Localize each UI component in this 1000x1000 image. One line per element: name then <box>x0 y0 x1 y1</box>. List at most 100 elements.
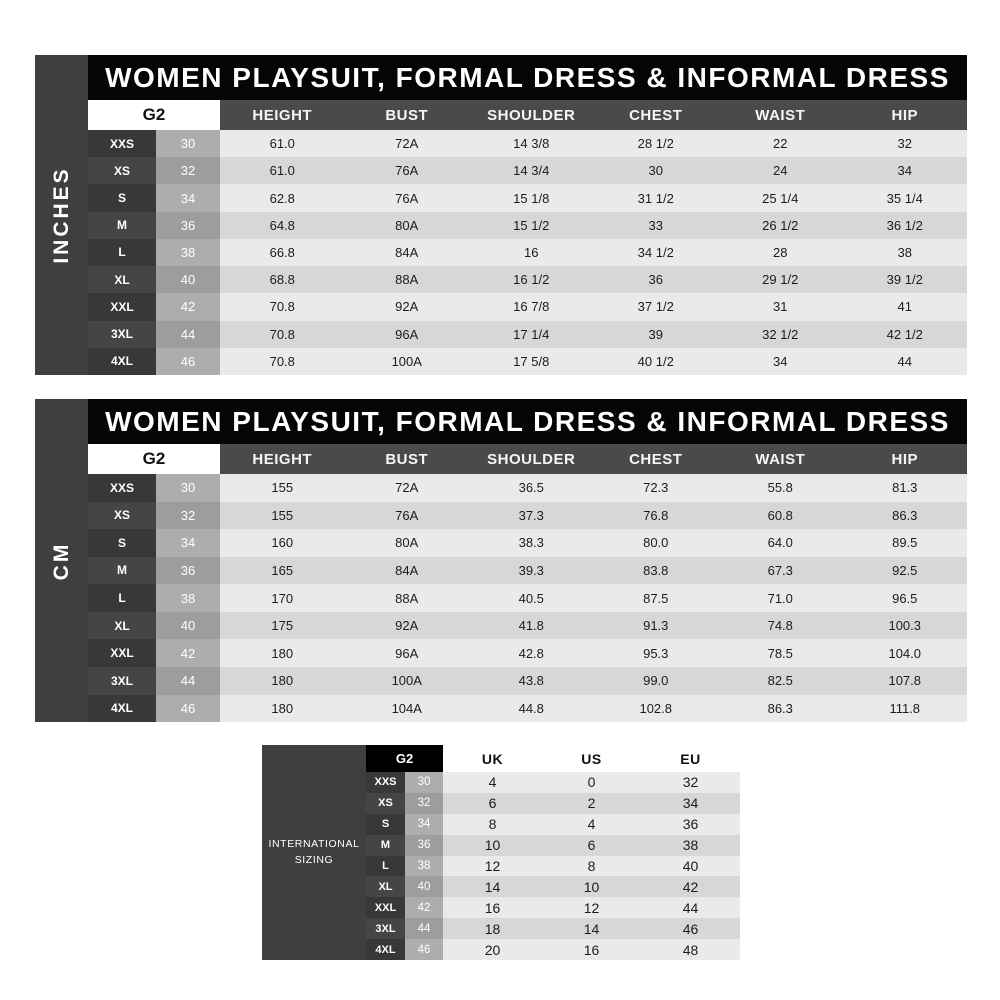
data-cell: 96A <box>344 320 469 348</box>
g2-number-cell: 32 <box>405 792 443 814</box>
data-cell: 70.8 <box>220 347 345 375</box>
table-row-m: M 36 10 6 38 <box>366 834 740 856</box>
g2-header-cell: G2 <box>88 444 220 474</box>
table-row-s: S 34 62.8 76A 15 1/8 31 1/2 25 1/4 35 1/4 <box>88 184 967 212</box>
data-cell: 76.8 <box>593 501 718 530</box>
g2-number-cell: 30 <box>405 772 443 793</box>
table-row-xxl: XXL 42 70.8 92A 16 7/8 37 1/2 31 41 <box>88 293 967 321</box>
size-label-cell: XXS <box>88 130 156 158</box>
table-row-xs: XS 32 61.0 76A 14 3/4 30 24 34 <box>88 157 967 185</box>
table-row-xl: XL 40 68.8 88A 16 1/2 36 29 1/2 39 1/2 <box>88 266 967 294</box>
column-headers: HEIGHT BUST SHOULDER CHEST WAIST HIP <box>220 444 967 474</box>
data-cell: 180 <box>220 639 345 667</box>
cm-size-table: CM WOMEN PLAYSUIT, FORMAL DRESS & INFORM… <box>35 399 967 723</box>
data-cell: 64.0 <box>718 529 843 557</box>
size-label-cell: 3XL <box>88 666 156 695</box>
table-row-l: L 38 170 88A 40.5 87.5 71.0 96.5 <box>88 584 967 612</box>
size-label-cell: L <box>88 238 156 267</box>
data-cell: 40 1/2 <box>593 347 718 375</box>
size-label-cell: XXL <box>88 293 156 321</box>
column-header-shoulder: SHOULDER <box>469 444 594 474</box>
table-row-3xl: 3XL 44 70.8 96A 17 1/4 39 32 1/2 42 1/2 <box>88 320 967 348</box>
table-row-3xl: 3XL 44 180 100A 43.8 99.0 82.5 107.8 <box>88 666 967 695</box>
table-rows: XXS 30 61.0 72A 14 3/8 28 1/2 22 32 XS 32 61.0 76A 1… <box>88 130 967 375</box>
data-cell: 39 1/2 <box>842 266 967 294</box>
size-label-cell: XS <box>88 501 156 530</box>
table-rows: XXS 30 155 72A 36.5 72.3 55.8 81.3 XS 32 155 76A 37.… <box>88 474 967 723</box>
data-cell: 72.3 <box>593 474 718 502</box>
size-label-cell: XL <box>88 611 156 640</box>
data-cell: 82.5 <box>718 666 843 695</box>
table-row-l: L 38 12 8 40 <box>366 855 740 877</box>
international-sizing-label: INTERNATIONAL SIZING <box>262 836 366 870</box>
data-cell: 10 <box>542 876 641 898</box>
g2-number-cell: 38 <box>405 855 443 877</box>
data-cell: 55.8 <box>718 474 843 502</box>
column-header-bust: BUST <box>344 100 469 130</box>
data-cell: 43.8 <box>469 666 594 695</box>
data-cell: 37 1/2 <box>593 293 718 321</box>
data-cell: 155 <box>220 474 345 502</box>
data-cell: 12 <box>443 855 542 877</box>
table-row-xs: XS 32 155 76A 37.3 76.8 60.8 86.3 <box>88 501 967 530</box>
data-cell: 16 <box>443 897 542 919</box>
data-cell: 20 <box>443 939 542 961</box>
size-label-cell: 4XL <box>88 694 156 723</box>
inches-table-body: WOMEN PLAYSUIT, FORMAL DRESS & INFORMAL … <box>88 55 967 375</box>
data-cell: 4 <box>443 772 542 793</box>
size-label-cell: 3XL <box>88 320 156 348</box>
international-label-line2: SIZING <box>294 854 334 867</box>
data-cell: 91.3 <box>593 611 718 640</box>
data-cell: 96.5 <box>842 584 967 612</box>
data-cell: 29 1/2 <box>718 266 843 294</box>
data-cell: 70.8 <box>220 293 345 321</box>
data-cell: 80.0 <box>593 529 718 557</box>
data-cell: 165 <box>220 556 345 585</box>
data-cell: 175 <box>220 611 345 640</box>
data-cell: 92A <box>344 293 469 321</box>
data-cell: 14 <box>443 876 542 898</box>
size-label-cell: XL <box>88 266 156 294</box>
g2-number-cell: 46 <box>156 347 220 375</box>
data-cell: 16 <box>469 238 594 267</box>
data-cell: 17 1/4 <box>469 320 594 348</box>
data-cell: 26 1/2 <box>718 211 843 239</box>
data-cell: 72A <box>344 130 469 158</box>
data-cell: 16 1/2 <box>469 266 594 294</box>
g2-number-cell: 46 <box>156 694 220 723</box>
data-cell: 87.5 <box>593 584 718 612</box>
data-cell: 25 1/4 <box>718 184 843 212</box>
data-cell: 96A <box>344 639 469 667</box>
cm-side-banner: CM <box>35 399 88 722</box>
international-label-line1: INTERNATIONAL <box>268 837 360 850</box>
international-sizing-table: INTERNATIONAL SIZING G2 UK US EU XXS 30 4 0 32… <box>262 745 740 961</box>
data-cell: 92.5 <box>842 556 967 585</box>
g2-number-cell: 40 <box>405 876 443 898</box>
g2-number-cell: 34 <box>405 813 443 835</box>
size-label-cell: XXS <box>88 474 156 502</box>
inches-side-banner: INCHES <box>35 55 88 375</box>
column-header-bust: BUST <box>344 444 469 474</box>
data-cell: 42.8 <box>469 639 594 667</box>
column-header-eu: EU <box>680 750 701 767</box>
column-header-hip: HIP <box>842 444 967 474</box>
data-cell: 36 1/2 <box>842 211 967 239</box>
data-cell: 46 <box>641 918 740 940</box>
size-label-cell: XS <box>88 157 156 185</box>
data-cell: 32 <box>641 772 740 793</box>
table-row-s: S 34 160 80A 38.3 80.0 64.0 89.5 <box>88 529 967 557</box>
data-cell: 34 <box>641 792 740 814</box>
data-cell: 86.3 <box>842 501 967 530</box>
size-label-cell: S <box>88 529 156 557</box>
data-cell: 48 <box>641 939 740 961</box>
cm-label: CM <box>49 541 73 580</box>
table-title: WOMEN PLAYSUIT, FORMAL DRESS & INFORMAL … <box>88 399 967 444</box>
data-cell: 76A <box>344 184 469 212</box>
column-header-chest: CHEST <box>593 100 718 130</box>
table-row-3xl: 3XL 44 18 14 46 <box>366 918 740 940</box>
data-cell: 33 <box>593 211 718 239</box>
column-header-us: US <box>581 750 602 767</box>
data-cell: 39.3 <box>469 556 594 585</box>
data-cell: 92A <box>344 611 469 640</box>
column-header-waist: WAIST <box>718 444 843 474</box>
